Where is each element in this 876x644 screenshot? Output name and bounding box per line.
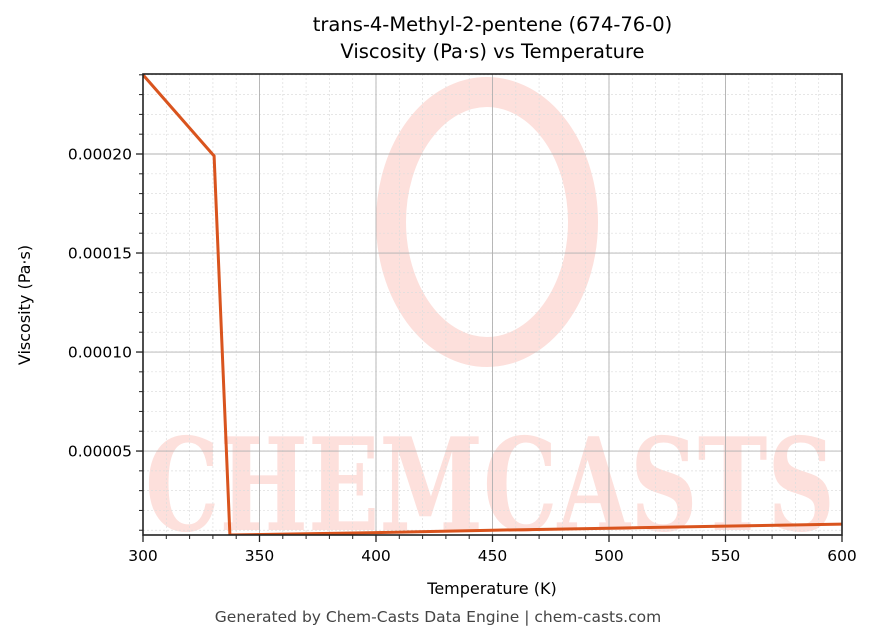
x-tick-label: 600 xyxy=(827,547,857,565)
y-tick-label: 0.00015 xyxy=(68,245,132,263)
x-tick-label: 400 xyxy=(361,547,391,565)
y-tick-label: 0.00020 xyxy=(68,146,132,164)
watermark-ring-icon xyxy=(376,77,598,367)
x-tick-label: 550 xyxy=(711,547,741,565)
x-tick-label: 500 xyxy=(594,547,624,565)
y-tick-label: 0.00005 xyxy=(68,443,132,461)
chart-title-property: Viscosity (Pa·s) vs Temperature xyxy=(340,40,645,63)
x-tick-label: 300 xyxy=(128,547,158,565)
x-tick-label: 450 xyxy=(478,547,508,565)
series-line xyxy=(143,74,842,535)
x-axis-ticks: 300 350 400 450 500 550 600 xyxy=(128,535,857,565)
watermark-text: CHEMCASTS xyxy=(145,411,835,561)
footer-credit: Generated by Chem-Casts Data Engine | ch… xyxy=(214,608,662,626)
y-axis-ticks: 0.00005 0.00010 0.00015 0.00020 xyxy=(68,74,143,531)
x-tick-label: 350 xyxy=(245,547,275,565)
viscosity-series xyxy=(143,74,842,535)
y-tick-label: 0.00010 xyxy=(68,344,132,362)
chart-title-compound: trans-4-Methyl-2-pentene (674-76-0) xyxy=(312,13,673,36)
x-axis-label: Temperature (K) xyxy=(426,579,556,598)
y-axis-label: Viscosity (Pa·s) xyxy=(15,245,34,365)
